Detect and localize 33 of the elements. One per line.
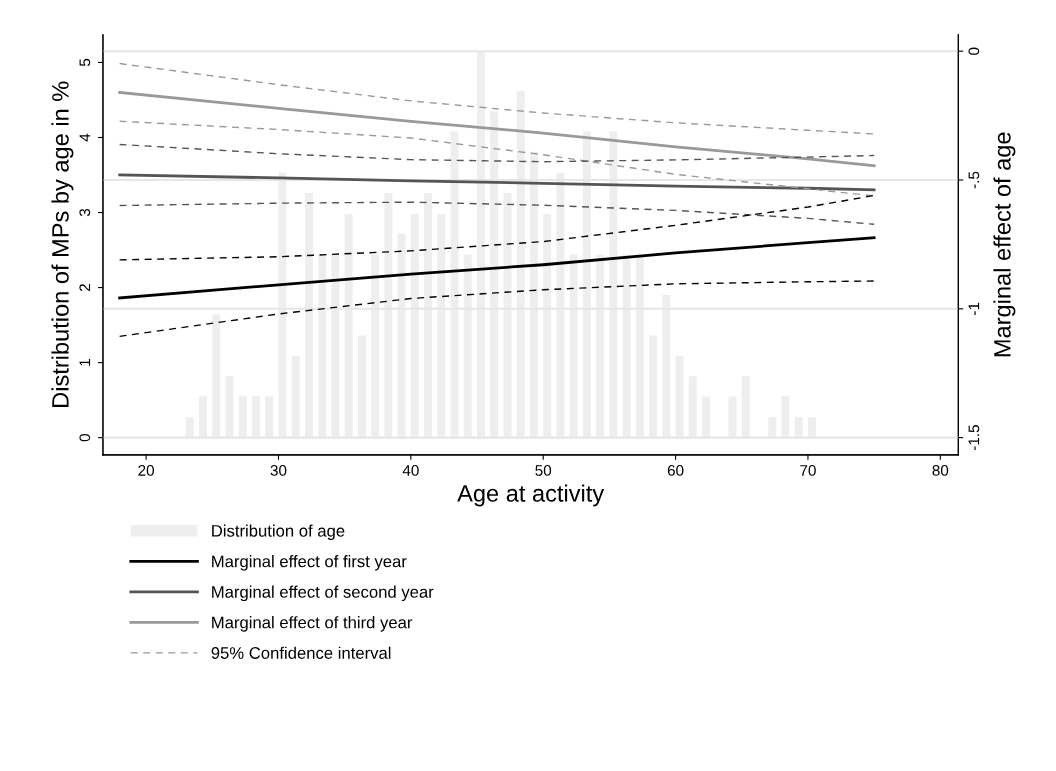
x-axis-title: Age at activity [457, 484, 605, 507]
y2-axis-title: Marginal effect of age [993, 132, 1016, 357]
line-series [118, 91, 876, 168]
x-tick-label: 40 [402, 465, 419, 476]
y2-tick-label: -.5 [968, 171, 980, 189]
x-tick-label: 60 [667, 465, 684, 476]
line-series [118, 62, 875, 135]
x-tick-label: 70 [800, 465, 816, 476]
legend-label: Distribution of age [212, 524, 345, 541]
line-series [118, 194, 875, 261]
line-series [118, 173, 876, 192]
x-tick-label: 50 [535, 465, 552, 476]
y-axis-title: Distribution of MPs by age in % [51, 81, 74, 407]
line-series [118, 143, 875, 163]
line-series [118, 201, 875, 226]
y-tick-label: 5 [79, 58, 91, 67]
y2-tick-label: 0 [968, 47, 980, 55]
line-series [118, 280, 875, 338]
y-tick-label: 0 [79, 433, 91, 442]
x-tick-label: 80 [932, 465, 949, 476]
y2-tick-label: -1.5 [968, 425, 980, 451]
line-series [118, 236, 876, 300]
y-tick-label: 2 [79, 284, 91, 292]
y2-tick-label: -1 [968, 302, 980, 315]
x-tick-label: 20 [138, 465, 155, 476]
legend-label: Marginal effect of first year [212, 555, 407, 571]
legend-label: 95% Confidence interval [211, 646, 391, 659]
legend-label: Marginal effect of second year [212, 585, 434, 602]
y-tick-label: 3 [79, 208, 91, 217]
legend-label: Marginal effect of third year [212, 616, 413, 632]
y-tick-label: 1 [79, 359, 91, 366]
y-tick-label: 4 [79, 133, 91, 142]
x-tick-label: 30 [270, 465, 287, 476]
